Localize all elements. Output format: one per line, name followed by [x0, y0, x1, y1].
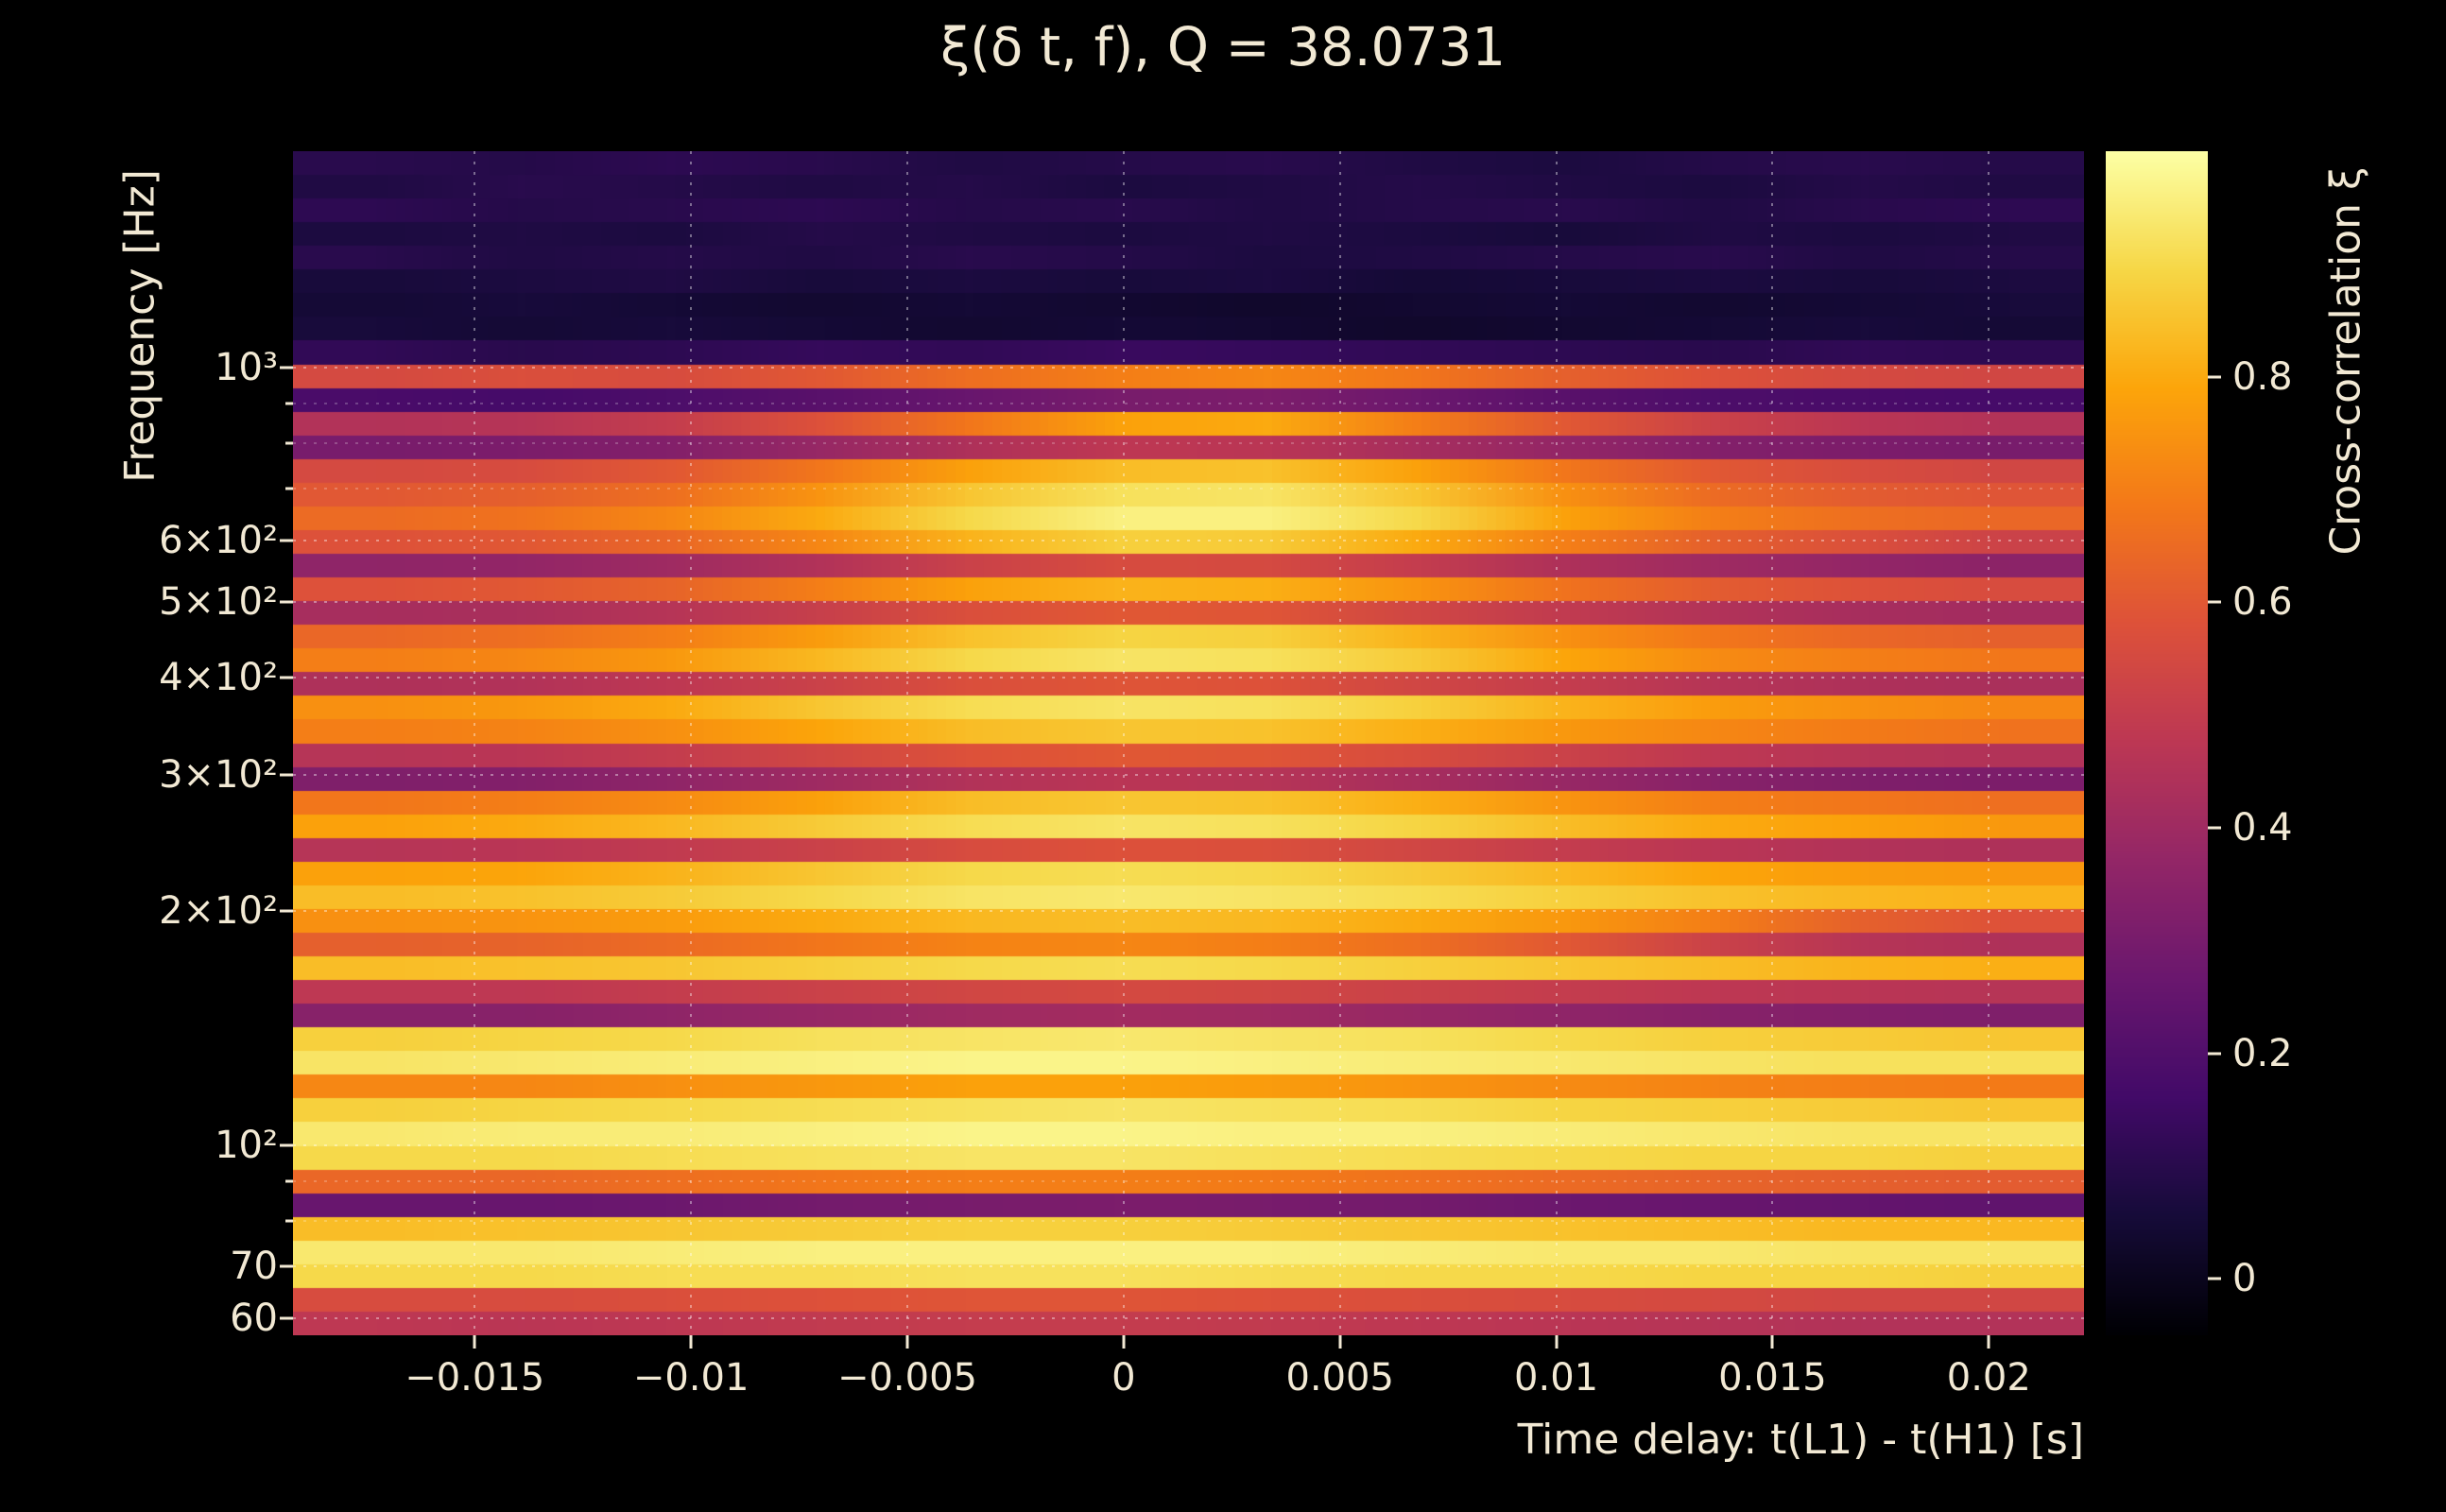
colorbar-canvas — [2106, 151, 2208, 1335]
y-tick-mark — [280, 909, 293, 913]
colorbar-tick-label: 0 — [2232, 1257, 2257, 1301]
y-tick-label: 10³ — [215, 346, 278, 390]
y-minor-tick-mark — [285, 441, 293, 445]
x-tick-label: 0.02 — [1946, 1356, 2031, 1400]
x-tick-mark — [473, 1335, 476, 1349]
y-tick-mark — [280, 1143, 293, 1147]
x-axis-label: Time delay: t(L1) - t(H1) [s] — [1517, 1416, 2084, 1464]
y-minor-tick-mark — [285, 487, 293, 490]
x-tick-label: −0.01 — [632, 1356, 749, 1400]
y-tick-mark — [280, 773, 293, 777]
colorbar-tick-mark — [2208, 375, 2221, 379]
y-tick-label: 2×10² — [159, 889, 278, 934]
x-tick-label: 0.015 — [1718, 1356, 1827, 1400]
y-tick-mark — [280, 676, 293, 679]
x-tick-mark — [1338, 1335, 1342, 1349]
y-tick-mark — [280, 366, 293, 369]
x-tick-label: −0.005 — [836, 1356, 977, 1400]
colorbar-tick-label: 0.4 — [2232, 806, 2293, 850]
x-tick-label: 0.005 — [1285, 1356, 1394, 1400]
chart-title: ξ(δ t, f), Q = 38.0731 — [939, 17, 1507, 78]
colorbar-tick-mark — [2208, 826, 2221, 830]
y-tick-label: 4×10² — [159, 655, 278, 699]
heatmap-canvas — [293, 151, 2084, 1335]
x-tick-mark — [1122, 1335, 1126, 1349]
colorbar-tick-label: 0.6 — [2232, 580, 2293, 625]
x-tick-mark — [1770, 1335, 1774, 1349]
x-tick-label: 0.01 — [1514, 1356, 1599, 1400]
plot-area — [293, 151, 2084, 1335]
y-tick-label: 3×10² — [159, 752, 278, 797]
x-tick-label: −0.015 — [405, 1356, 545, 1400]
y-tick-mark — [280, 1264, 293, 1268]
y-tick-label: 6×10² — [159, 518, 278, 562]
x-tick-mark — [689, 1335, 693, 1349]
colorbar-tick-label: 0.8 — [2232, 354, 2293, 399]
y-minor-tick-mark — [285, 1219, 293, 1223]
colorbar-tick-label: 0.2 — [2232, 1031, 2293, 1075]
y-tick-label: 60 — [230, 1296, 278, 1340]
colorbar-tick-mark — [2208, 1052, 2221, 1056]
y-axis-label: Frequency [Hz] — [115, 169, 164, 483]
colorbar-tick-mark — [2208, 600, 2221, 604]
x-tick-label: 0 — [1111, 1356, 1136, 1400]
x-tick-mark — [1555, 1335, 1559, 1349]
x-tick-mark — [1987, 1335, 1990, 1349]
y-tick-label: 5×10² — [159, 580, 278, 625]
y-tick-label: 70 — [230, 1244, 278, 1288]
y-tick-mark — [280, 1316, 293, 1320]
colorbar — [2106, 151, 2208, 1335]
y-minor-tick-mark — [285, 1179, 293, 1183]
y-minor-tick-mark — [285, 402, 293, 405]
y-tick-mark — [280, 539, 293, 542]
x-tick-mark — [905, 1335, 909, 1349]
colorbar-tick-mark — [2208, 1277, 2221, 1280]
y-tick-mark — [280, 600, 293, 604]
y-tick-label: 10² — [215, 1124, 278, 1168]
colorbar-label: Cross-correlation ξ — [2321, 166, 2370, 556]
